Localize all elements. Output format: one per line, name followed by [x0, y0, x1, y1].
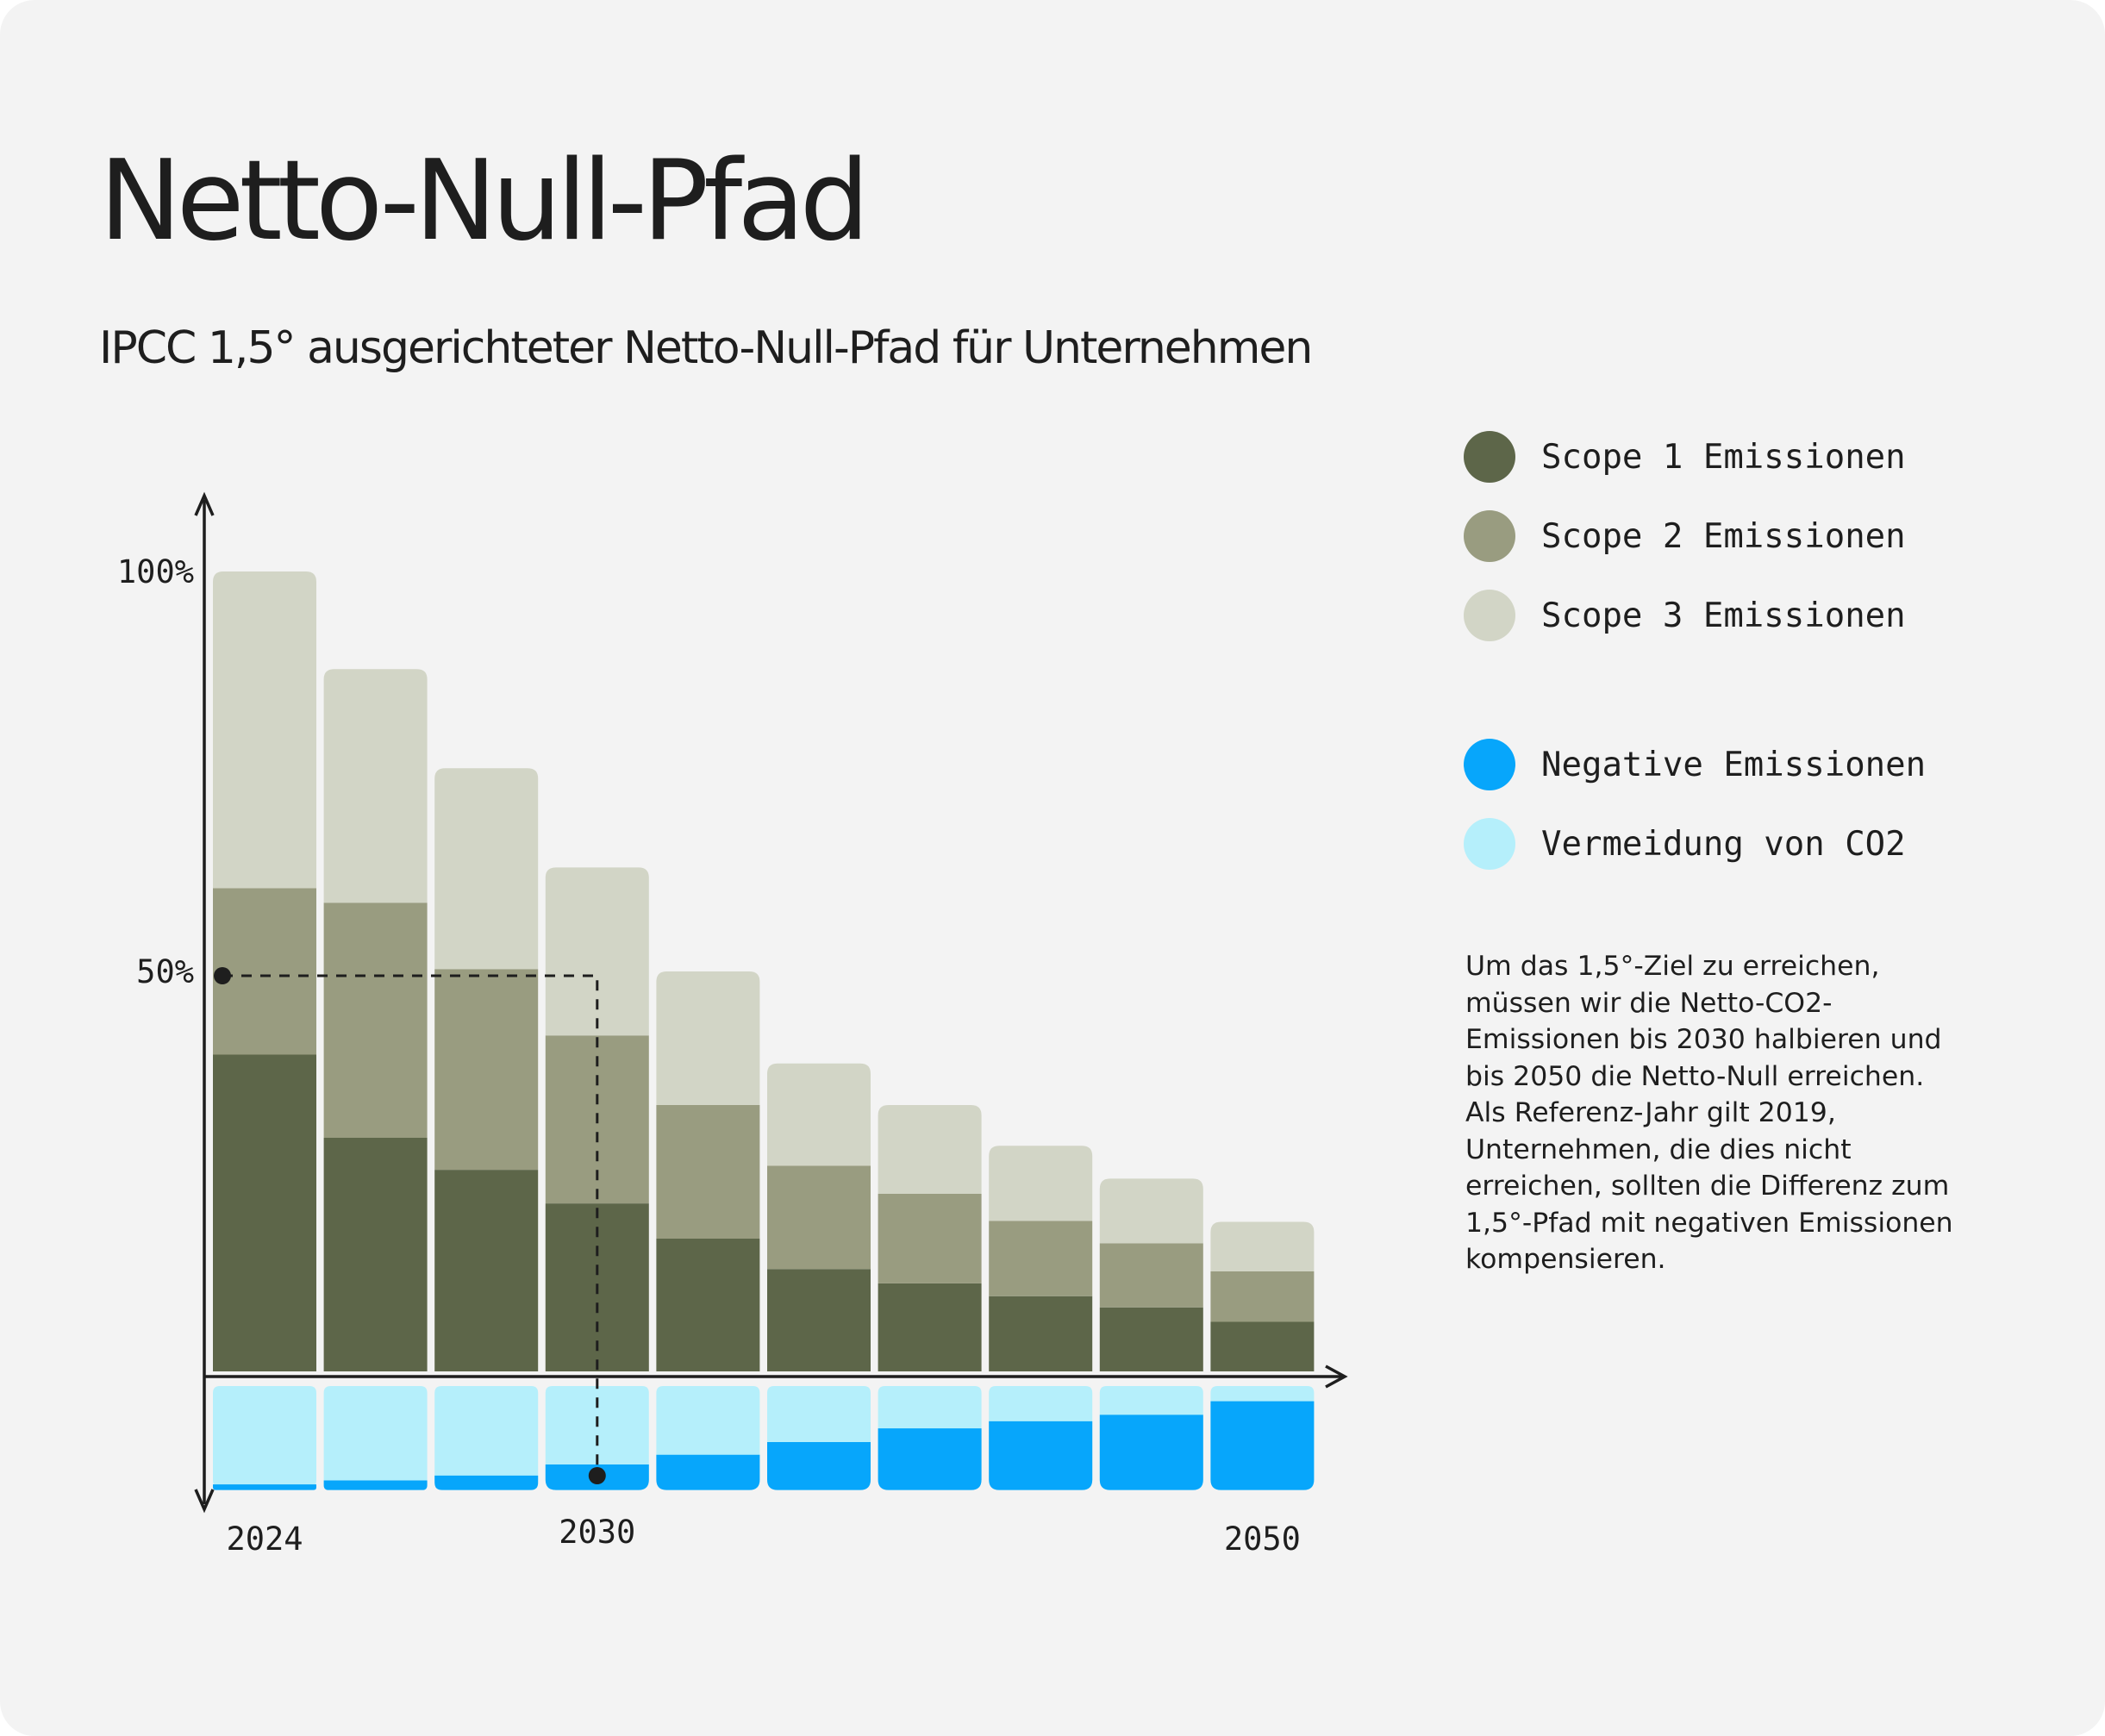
bar-segment-scope-2-emissionen: [434, 969, 539, 1171]
legend-item-scope-2: Scope 2 Emissionen: [1464, 510, 2067, 562]
x-tick-label: 2050: [1224, 1521, 1301, 1558]
bar-segment-scope-2-emissionen: [989, 1221, 1093, 1296]
bar-segment-scope-2-emissionen: [323, 902, 428, 1139]
legend-label-scope-3: Scope 3 Emissionen: [1541, 596, 1906, 635]
page-subtitle: IPCC 1,5° ausgerichteter Netto-Null-Pfad…: [99, 322, 1313, 374]
legend-item-negative-emissions: Negative Emissionen: [1464, 739, 2067, 790]
bar-segment-scope-1-emissionen: [656, 1238, 760, 1371]
legend-swatch-scope-3: [1464, 590, 1515, 641]
legend-item-scope-1: Scope 1 Emissionen: [1464, 431, 2067, 483]
y-tick-label: 100%: [117, 553, 194, 590]
bar-segment-negative-emissionen: [1099, 1414, 1203, 1490]
bar-segment-scope-2-emissionen: [1210, 1271, 1315, 1322]
y-axis-arrow-down: [194, 1489, 215, 1514]
marker-dot-end: [588, 1467, 606, 1484]
legend-item-scope-3: Scope 3 Emissionen: [1464, 590, 2067, 641]
x-axis-arrow: [1325, 1364, 1348, 1389]
explanation-text: Um das 1,5°-Ziel zu erreichen, müssen wi…: [1465, 951, 1953, 1275]
legend-swatch-negative-emissions: [1464, 739, 1515, 790]
legend-swatch-co2-avoidance: [1464, 818, 1515, 870]
legend-swatch-scope-1: [1464, 431, 1515, 483]
bar-segment-scope-3-emissionen: [545, 867, 649, 1036]
bar-segment-scope-2-emissionen: [1099, 1243, 1203, 1308]
bar-segment-scope-1-emissionen: [1099, 1307, 1203, 1371]
bar-segment-scope-1-emissionen: [989, 1296, 1093, 1371]
bar-segment-vermeidung-von-co2: [213, 1386, 316, 1490]
bar-segment-scope-3-emissionen: [434, 768, 539, 970]
bar-segment-scope-3-emissionen: [323, 669, 428, 903]
bar-segment-scope-2-emissionen: [656, 1104, 760, 1239]
bar-segment-scope-3-emissionen: [989, 1146, 1093, 1221]
marker-dashed-line: [222, 974, 599, 1476]
bar-segment-scope-3-emissionen: [656, 971, 760, 1105]
bar-segment-vermeidung-von-co2: [323, 1386, 428, 1490]
x-tick-label: 2024: [226, 1521, 303, 1558]
bar-segment-negative-emissionen: [878, 1428, 982, 1490]
bar-segment-negative-emissionen: [767, 1441, 871, 1490]
bar-segment-scope-1-emissionen: [878, 1283, 982, 1371]
bar-segment-scope-1-emissionen: [434, 1170, 539, 1371]
bar-segment-scope-1-emissionen: [323, 1138, 428, 1371]
bar-segment-scope-1-emissionen: [767, 1269, 871, 1371]
bar-segment-scope-3-emissionen: [213, 571, 316, 889]
legend-label-scope-2: Scope 2 Emissionen: [1541, 516, 1906, 556]
legend-label-negative-emissions: Negative Emissionen: [1541, 745, 1927, 784]
bar-segment-negative-emissionen: [989, 1421, 1093, 1490]
marker-dot-start: [214, 967, 231, 984]
bar-segment-vermeidung-von-co2: [434, 1386, 539, 1490]
bar-segment-scope-2-emissionen: [878, 1193, 982, 1283]
bar-segment-scope-3-emissionen: [1099, 1178, 1203, 1244]
bar-segment-scope-1-emissionen: [213, 1054, 316, 1371]
bar-segment-scope-2-emissionen: [213, 888, 316, 1055]
bar-segment-scope-3-emissionen: [767, 1063, 871, 1166]
bar-segment-negative-emissionen: [656, 1454, 760, 1490]
legend-item-co2-avoidance: Vermeidung von CO2: [1464, 818, 2067, 870]
bar-segment-scope-1-emissionen: [1210, 1321, 1315, 1371]
x-tick-label: 2030: [559, 1514, 635, 1551]
legend-label-co2-avoidance: Vermeidung von CO2: [1541, 824, 1906, 864]
page-title: Netto-Null-Pfad: [99, 137, 870, 265]
bar-segment-scope-3-emissionen: [1210, 1221, 1315, 1271]
bar-segment-scope-3-emissionen: [878, 1104, 982, 1194]
bar-segment-negative-emissionen: [434, 1475, 539, 1490]
bar-segment-negative-emissionen: [323, 1480, 428, 1490]
y-axis-arrow-up: [194, 491, 215, 516]
legend-swatch-scope-2: [1464, 510, 1515, 562]
bar-segment-scope-2-emissionen: [767, 1165, 871, 1270]
legend-label-scope-1: Scope 1 Emissionen: [1541, 437, 1906, 477]
bar-segment-negative-emissionen: [213, 1484, 316, 1490]
bar-segment-negative-emissionen: [1210, 1401, 1315, 1490]
y-tick-label: 50%: [136, 953, 194, 990]
